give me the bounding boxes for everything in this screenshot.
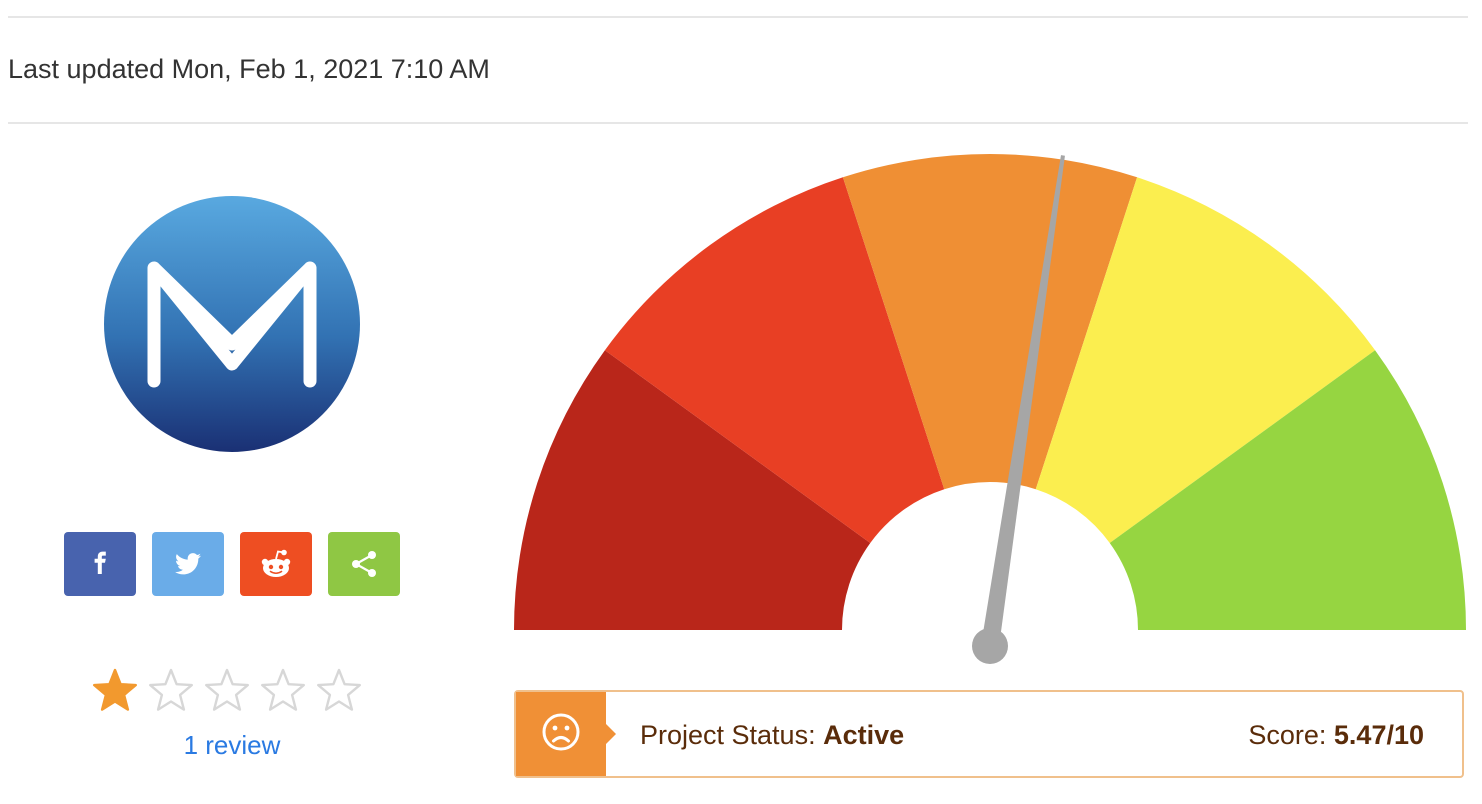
gauge-needle-pointer <box>981 155 1065 648</box>
score-value: 5.47/10 <box>1333 720 1424 750</box>
gauge-segment <box>842 154 1138 490</box>
last-updated-text: Last updated Mon, Feb 1, 2021 7:10 AM <box>8 54 490 84</box>
score-label: Score: <box>1248 720 1334 750</box>
status-icon-box <box>516 692 606 776</box>
section-divider <box>8 122 1468 124</box>
generic-share-button[interactable] <box>328 532 400 596</box>
twitter-share-button[interactable] <box>152 532 224 596</box>
status-arrow <box>606 724 616 744</box>
project-status-value: Active <box>823 720 905 750</box>
star-empty-icon[interactable] <box>260 668 306 714</box>
star-filled-icon[interactable] <box>92 668 138 714</box>
facebook-icon <box>89 550 111 578</box>
reddit-icon <box>259 549 293 579</box>
gauge-needle <box>972 155 1065 664</box>
facebook-share-button[interactable] <box>64 532 136 596</box>
project-status: Project Status: Active <box>640 720 904 751</box>
gauge-segment <box>1109 350 1466 630</box>
gauge-segments <box>514 154 1466 630</box>
score-gauge <box>514 154 1466 664</box>
project-status-label: Project Status: <box>640 720 824 750</box>
gauge-segment <box>604 177 945 544</box>
gauge-segment <box>514 350 871 630</box>
reddit-share-button[interactable] <box>240 532 312 596</box>
gauge-needle-hub <box>972 628 1008 664</box>
sad-face-icon <box>541 712 581 757</box>
project-score: Score: 5.47/10 <box>1248 720 1424 751</box>
star-empty-icon[interactable] <box>316 668 362 714</box>
twitter-icon <box>175 553 201 575</box>
review-count-link[interactable]: 1 review <box>183 730 281 760</box>
star-empty-icon[interactable] <box>204 668 250 714</box>
gauge-segment <box>1035 177 1376 544</box>
project-status-bar: Project Status: Active Score: 5.47/10 <box>514 690 1464 778</box>
share-icon <box>350 550 378 578</box>
top-divider <box>8 16 1468 18</box>
mm-logo-icon <box>104 196 360 452</box>
star-empty-icon[interactable] <box>148 668 194 714</box>
